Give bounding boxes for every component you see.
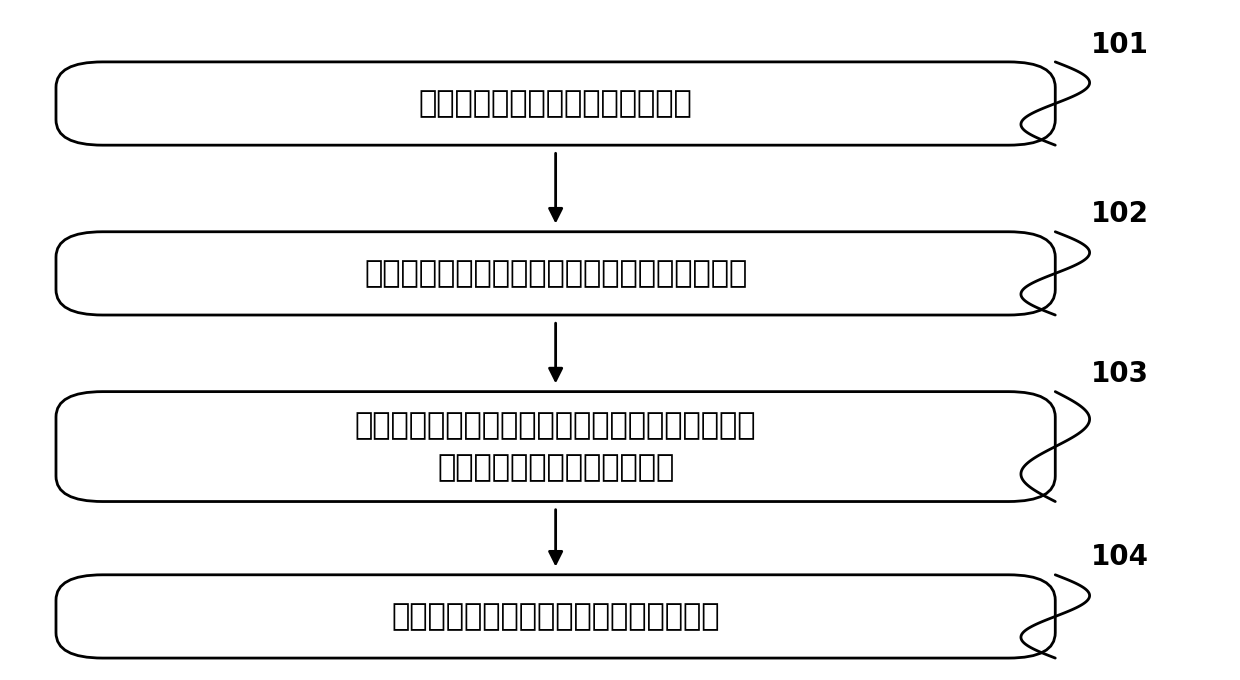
Text: 将印刷网与第一基板上预设的第一标记进行对位: 将印刷网与第一基板上预设的第一标记进行对位	[365, 259, 748, 288]
Text: 103: 103	[1091, 360, 1149, 388]
FancyBboxPatch shape	[56, 392, 1055, 502]
FancyBboxPatch shape	[56, 62, 1055, 145]
Text: 对第一量子点层进行固化，得到第二基板: 对第一量子点层进行固化，得到第二基板	[392, 602, 720, 631]
Text: 101: 101	[1091, 31, 1149, 58]
Text: 在印刷网上印刷量子点材料，以在第一基板上形成
所述预设图案的第一量子点层: 在印刷网上印刷量子点材料，以在第一基板上形成 所述预设图案的第一量子点层	[355, 411, 756, 483]
FancyBboxPatch shape	[56, 575, 1055, 658]
Text: 提供预设图案的印刷网和第一基板: 提供预设图案的印刷网和第一基板	[419, 89, 692, 118]
Text: 104: 104	[1091, 543, 1149, 571]
Text: 102: 102	[1091, 201, 1149, 228]
FancyBboxPatch shape	[56, 232, 1055, 315]
